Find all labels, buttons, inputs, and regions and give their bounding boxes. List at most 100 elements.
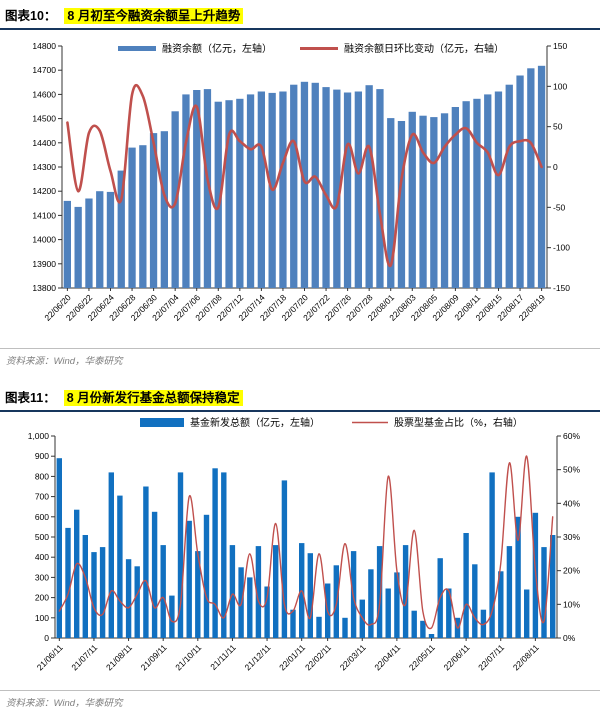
- y-axis-left-tick-label: 400: [35, 552, 49, 562]
- bar: [56, 458, 62, 638]
- bar: [203, 89, 212, 288]
- bar: [290, 84, 298, 288]
- bar: [182, 94, 190, 289]
- bar: [494, 91, 503, 288]
- fund-issuance-bars: [56, 458, 556, 639]
- bar: [214, 101, 222, 288]
- bar: [85, 198, 93, 288]
- y-axis-left-tick-label: 14500: [32, 114, 56, 124]
- y-axis-left-tick-label: 14600: [32, 89, 56, 99]
- x-axis-tick-label: 21/10/11: [173, 642, 203, 672]
- bar: [229, 545, 236, 638]
- x-axis-tick-label: 22/04/11: [372, 642, 402, 672]
- x-axis-tick-label: 22/01/11: [277, 642, 307, 672]
- bar: [316, 616, 322, 638]
- y-axis-right-tick-label: -50: [553, 202, 566, 212]
- y-axis-left-tick-label: 100: [35, 613, 49, 623]
- y-axis-left-tick-label: 700: [35, 492, 49, 502]
- financing-balance-bars: [63, 65, 546, 289]
- bar: [63, 200, 71, 288]
- bar: [343, 92, 352, 288]
- y-axis-right-tick-label: 150: [553, 41, 567, 51]
- bar: [65, 527, 71, 638]
- bar: [143, 486, 149, 638]
- x-axis-tick-label: 22/03/11: [338, 642, 368, 672]
- legend-label: 融资余额日环比变动（亿元，右轴）: [344, 42, 504, 55]
- bar: [108, 472, 114, 638]
- financing-balance-chart: 14800 14700 14600 14500 14400 14300 14200 14100…: [32, 41, 570, 323]
- x-axis-tick-label: 22/02/11: [303, 642, 333, 672]
- x-axis-tick-label: 21/12/11: [242, 642, 272, 672]
- bar: [82, 535, 88, 638]
- bar: [273, 545, 279, 638]
- bar: [247, 577, 253, 638]
- y-axis-left-tick-label: 1,000: [28, 431, 50, 441]
- bar: [322, 87, 330, 288]
- bar: [462, 101, 470, 288]
- bar: [473, 98, 481, 288]
- bar: [411, 610, 417, 638]
- figure-10-label: 图表10：: [5, 9, 57, 23]
- figure-10-title-rule: [0, 28, 600, 30]
- bar: [420, 620, 426, 638]
- figure-10-header: 图表10： 8 月初至今融资余额呈上升趋势: [0, 0, 600, 26]
- x-axis-tick-label: 22/05/11: [407, 642, 437, 672]
- y-axis-left-tick-label: 14700: [32, 65, 56, 75]
- y-axis-right-tick-label: 0%: [563, 633, 576, 643]
- bar: [281, 480, 288, 638]
- bar: [333, 89, 341, 288]
- bar: [365, 85, 373, 288]
- y-axis-left-tick-label: 13800: [32, 283, 56, 293]
- bar: [489, 472, 495, 638]
- figure-11-label: 图表11：: [5, 391, 56, 405]
- x-axis-tick-label: 22/07/11: [476, 642, 506, 672]
- bar: [128, 147, 136, 288]
- bar: [368, 569, 374, 638]
- bar: [117, 170, 125, 288]
- y-axis-right-tick-label: 60%: [563, 431, 580, 441]
- daily-change-line: [66, 83, 543, 268]
- bar: [354, 91, 362, 288]
- bar: [484, 94, 492, 289]
- y-axis-right-tick-label: 40%: [563, 498, 580, 508]
- legend-label: 融资余额（亿元，左轴）: [162, 42, 272, 55]
- figure-11-source: 资料来源：Wind，华泰研究: [0, 690, 600, 712]
- bar: [498, 571, 504, 638]
- bar: [541, 547, 547, 638]
- bar: [149, 133, 158, 288]
- bar: [99, 547, 106, 638]
- bar: [440, 113, 449, 288]
- x-axis-tick-label: 22/08/11: [511, 642, 541, 672]
- y-axis-left-tick-label: 500: [35, 532, 49, 542]
- bar: [134, 566, 140, 638]
- y-axis-right-tick-label: 0: [553, 162, 558, 172]
- chart10-left-axis-labels: 14800 14700 14600 14500 14400 14300 14200 14100…: [32, 41, 62, 293]
- y-axis-left-tick-label: 13900: [32, 259, 56, 269]
- chart10-right-axis-labels: 150 100 50 0 -50 -100 -150: [547, 41, 570, 293]
- bar: [516, 75, 524, 288]
- y-axis-left-tick-label: 14000: [32, 235, 56, 245]
- bar: [125, 559, 132, 638]
- bar: [376, 89, 384, 288]
- x-axis-tick-label: 21/07/11: [69, 642, 99, 672]
- equity-fund-ratio-line: [58, 455, 554, 630]
- bar: [307, 553, 313, 638]
- figure-10: 图表10： 8 月初至今融资余额呈上升趋势 14800 14700 14600 145…: [0, 0, 600, 367]
- bar: [255, 546, 262, 638]
- bar: [537, 65, 546, 288]
- bar: [151, 511, 158, 639]
- y-axis-left-tick-label: 0: [44, 633, 49, 643]
- y-axis-right-tick-label: -150: [553, 283, 570, 293]
- y-axis-left-tick-label: 14400: [32, 138, 56, 148]
- y-axis-right-tick-label: 100: [553, 81, 567, 91]
- bar: [246, 94, 255, 289]
- bar: [221, 472, 227, 638]
- chart11-legend: 基金新发总额（亿元，左轴） 股票型基金占比（%，右轴）: [140, 416, 523, 429]
- bar: [397, 121, 406, 288]
- y-axis-left-tick-label: 200: [35, 593, 49, 603]
- bar: [342, 617, 348, 638]
- chart11-x-axis-labels: 21/06/11 21/07/11 21/08/11 21/09/11 21/10/11…: [35, 638, 541, 672]
- bar: [264, 586, 270, 638]
- figure-11-title: 8 月份新发行基金总额保持稳定: [63, 390, 243, 406]
